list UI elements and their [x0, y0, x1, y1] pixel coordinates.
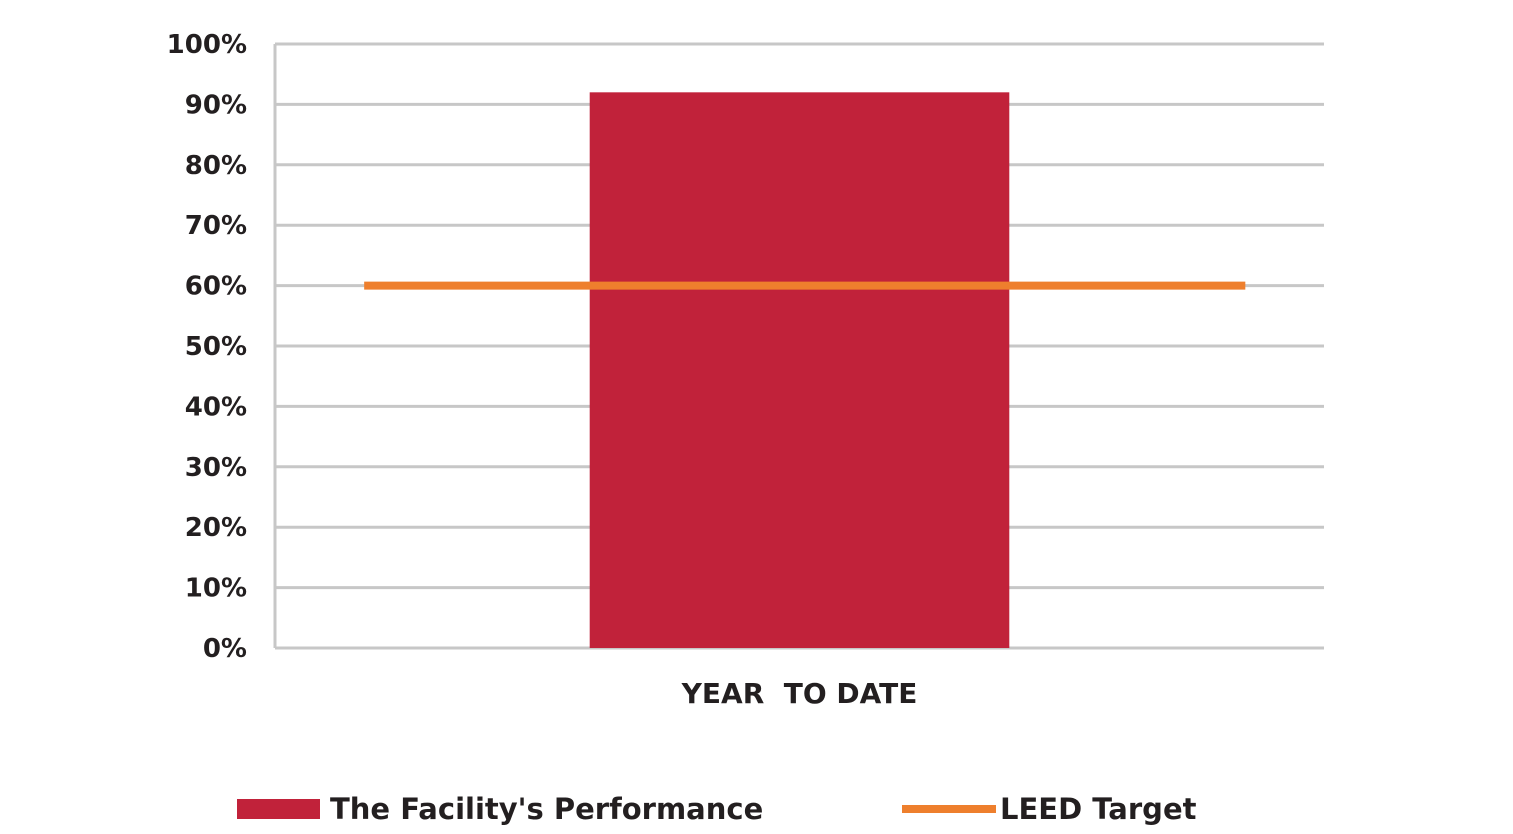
- y-tick-label: 0%: [203, 634, 247, 664]
- y-tick-label: 20%: [185, 513, 247, 543]
- x-tick-labels: YEAR TO DATE: [681, 677, 918, 710]
- y-tick-label: 10%: [185, 574, 247, 604]
- bar: [589, 92, 1010, 648]
- y-tick-label: 100%: [167, 30, 247, 60]
- y-tick-label: 90%: [185, 90, 247, 120]
- y-tick-label: 70%: [185, 211, 247, 241]
- y-tick-label: 40%: [185, 392, 247, 422]
- y-tick-label: 30%: [185, 453, 247, 483]
- legend-swatch: [237, 799, 320, 819]
- x-tick-label: YEAR TO DATE: [681, 677, 918, 710]
- legend-label: The Facility's Performance: [330, 792, 763, 826]
- legend-label: LEED Target: [1000, 792, 1197, 826]
- y-tick-label: 50%: [185, 332, 247, 362]
- y-tick-labels: 0% 10% 20% 30% 40% 50% 60% 70% 80% 90% 100%: [167, 30, 247, 664]
- y-tick-label: 80%: [185, 151, 247, 181]
- y-tick-label: 60%: [185, 272, 247, 302]
- legend: The Facility's Performance LEED Target: [237, 792, 1197, 826]
- bars: [589, 92, 1010, 648]
